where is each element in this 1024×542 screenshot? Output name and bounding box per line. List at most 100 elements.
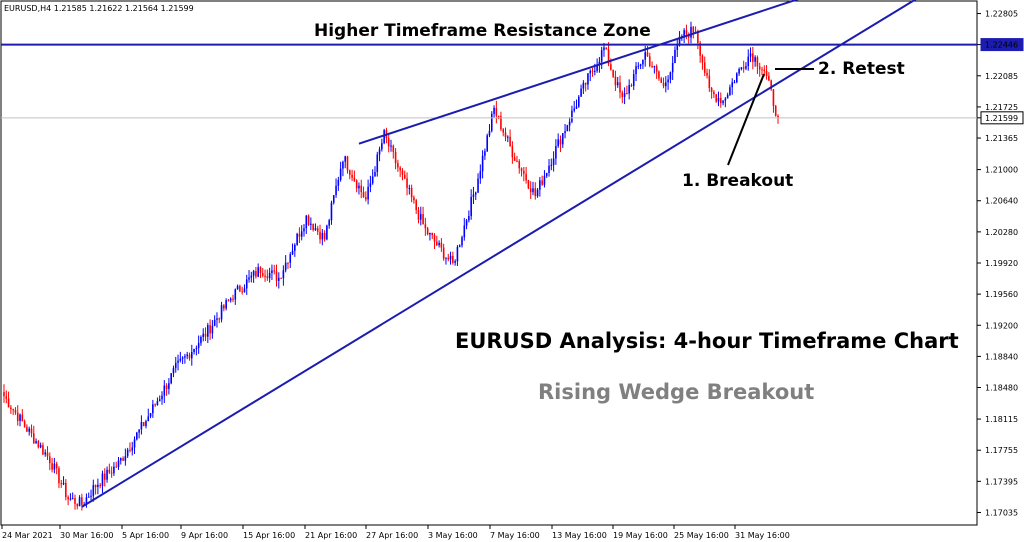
candle-body [632, 74, 635, 86]
candle-body [131, 447, 134, 451]
x-tick-label: 9 Apr 16:00 [181, 531, 228, 540]
candle-body [642, 59, 644, 65]
candle-body [442, 247, 445, 259]
candle-body [745, 66, 747, 69]
candle-body [534, 188, 537, 197]
candle-body [772, 89, 775, 106]
candle-body [770, 80, 772, 90]
candle-body [470, 196, 472, 217]
candle-body [16, 412, 19, 421]
candle-body [60, 483, 63, 485]
candle-body [598, 61, 601, 66]
y-tick-label: 1.18480 [985, 384, 1018, 393]
candle-body [65, 482, 67, 498]
candle-body [623, 93, 626, 97]
candle-body [477, 178, 479, 193]
candle-body [513, 157, 516, 161]
candle-body [122, 458, 124, 461]
candle-body [227, 300, 230, 302]
candle-body [685, 30, 688, 35]
candle-body [142, 422, 145, 427]
candle-body [351, 174, 353, 178]
candle-body [761, 69, 763, 71]
candle-body [245, 279, 248, 289]
candle-body [344, 156, 347, 162]
candle-body [149, 413, 152, 417]
candle-body [252, 271, 255, 276]
candle-body [337, 179, 340, 186]
candle-body [257, 267, 259, 277]
candle-body [273, 270, 276, 272]
candle-body [511, 146, 514, 158]
candle-body [628, 85, 630, 94]
candle-body [332, 195, 335, 203]
candle-body [163, 385, 166, 396]
y-tick-label: 1.22085 [985, 72, 1018, 81]
breakout-label: 1. Breakout [682, 171, 793, 191]
candle-body [571, 110, 573, 122]
candle-body [10, 407, 12, 410]
candle-body [692, 26, 695, 33]
candle-body [39, 445, 42, 448]
candle-body [101, 473, 104, 486]
candle-body [699, 43, 701, 56]
candle-body [445, 257, 447, 259]
candle-body [715, 94, 717, 102]
candle-body [612, 69, 614, 77]
candle-body [749, 53, 752, 57]
candle-body [413, 197, 415, 201]
candle-body [197, 343, 200, 348]
candle-body [289, 254, 292, 263]
candle-body [381, 143, 383, 150]
candle-body [211, 325, 214, 334]
candle-body [406, 178, 408, 189]
candle-body [250, 275, 253, 278]
candle-body [669, 72, 672, 80]
candle-body [557, 139, 559, 147]
candle-body [103, 473, 106, 480]
candle-body [648, 56, 651, 67]
candle-body [348, 170, 351, 175]
candle-body [339, 168, 342, 180]
candle-body [71, 498, 74, 500]
candle-body [474, 192, 477, 195]
candle-body [129, 449, 131, 451]
candle-body [708, 75, 711, 88]
candle-body [282, 270, 285, 279]
candle-body [51, 463, 53, 470]
candle-body [275, 271, 278, 281]
candle-body [541, 180, 543, 185]
candle-body [486, 135, 488, 152]
candle-body [81, 497, 83, 505]
candle-body [193, 348, 195, 353]
candle-body [184, 356, 186, 358]
candle-body [555, 146, 557, 159]
candle-body [738, 68, 740, 74]
candle-body [408, 187, 411, 189]
candle-body [584, 82, 587, 85]
candle-body [158, 399, 161, 402]
candle-body [328, 220, 330, 226]
candle-body [676, 45, 679, 50]
candle-body [220, 305, 223, 320]
candle-body [14, 409, 17, 413]
candle-body [303, 228, 305, 232]
candle-body [525, 173, 527, 181]
candle-body [278, 277, 280, 281]
candle-body [575, 106, 578, 109]
x-tick-label: 21 Apr 16:00 [305, 531, 357, 540]
candle-body [177, 360, 179, 363]
y-tick-label: 1.19200 [985, 321, 1018, 330]
candle-body [424, 224, 427, 229]
x-tick-label: 5 Apr 16:00 [122, 531, 169, 540]
candle-body [172, 368, 175, 374]
y-tick-label: 1.17395 [985, 477, 1018, 486]
candle-body [117, 460, 120, 467]
candle-body [520, 168, 523, 171]
candle-body [401, 170, 404, 175]
candle-body [665, 82, 667, 87]
candle-body [12, 409, 14, 411]
candle-body [58, 468, 60, 484]
candle-body [119, 458, 122, 461]
